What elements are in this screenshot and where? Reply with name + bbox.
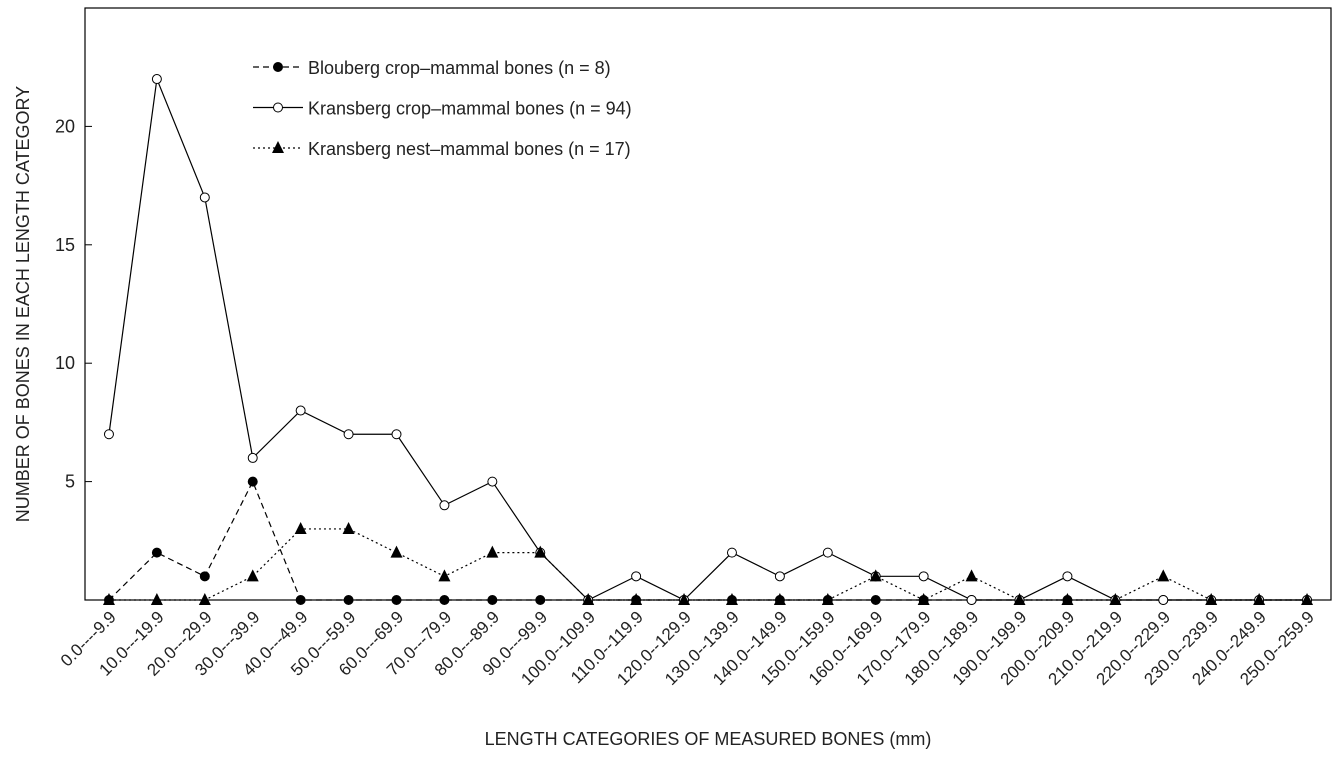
y-tick-label: 5 [65, 472, 75, 492]
data-point [1061, 593, 1074, 605]
data-point [391, 595, 402, 605]
data-point [439, 500, 450, 511]
data-point [869, 569, 882, 582]
y-tick-label: 15 [55, 235, 75, 255]
data-point [1062, 571, 1073, 582]
data-point [102, 593, 115, 605]
series-line [108, 76, 1308, 601]
data-point [917, 593, 930, 605]
data-point [343, 595, 354, 605]
data-point [390, 545, 403, 558]
data-point [487, 595, 498, 605]
data-point [198, 593, 211, 605]
x-axis-label: LENGTH CATEGORIES OF MEASURED BONES (mm) [485, 729, 932, 749]
data-point [295, 405, 306, 416]
data-point [774, 571, 785, 582]
data-point [295, 595, 306, 605]
data-point [535, 595, 546, 605]
data-point [870, 595, 881, 605]
series-line [108, 480, 1308, 601]
data-point [582, 593, 595, 605]
data-point [678, 593, 691, 605]
data-point [821, 593, 834, 605]
data-point [150, 593, 163, 605]
data-point [1157, 569, 1170, 582]
data-point [918, 571, 929, 582]
data-point [1109, 593, 1122, 605]
data-point [391, 429, 402, 440]
data-point [342, 521, 355, 534]
y-axis-label: NUMBER OF BONES IN EACH LENGTH CATEGORY [13, 86, 33, 522]
data-point [247, 476, 258, 487]
data-point [726, 547, 737, 558]
data-point [439, 595, 450, 605]
y-tick-label: 10 [55, 353, 75, 373]
data-point [822, 547, 833, 558]
legend-marker [273, 62, 283, 72]
data-point [1158, 595, 1169, 605]
data-point [1253, 593, 1266, 605]
y-tick-label: 20 [55, 116, 75, 136]
data-point [246, 569, 259, 582]
data-point [486, 545, 499, 558]
data-point [151, 74, 162, 85]
data-point [534, 545, 547, 558]
data-point [631, 571, 642, 582]
data-point [151, 547, 162, 558]
data-point [247, 452, 258, 463]
legend-label: Kransberg crop–mammal bones (n = 94) [308, 99, 632, 119]
data-point [199, 571, 210, 582]
legend-marker [273, 102, 283, 113]
data-point [343, 429, 354, 440]
data-point [1013, 593, 1026, 605]
data-point [103, 429, 114, 440]
data-point [965, 569, 978, 582]
data-point [966, 595, 977, 605]
legend-marker [272, 141, 284, 153]
data-point [725, 593, 738, 605]
plot-frame [84, 7, 1332, 601]
legend-label: Kransberg nest–mammal bones (n = 17) [308, 139, 631, 159]
data-point [294, 521, 307, 534]
data-point [1205, 593, 1218, 605]
data-point [630, 593, 643, 605]
data-point [773, 593, 786, 605]
data-point [1301, 593, 1314, 605]
data-point [487, 476, 498, 487]
data-point [199, 192, 210, 203]
legend-label: Blouberg crop–mammal bones (n = 8) [308, 58, 611, 78]
data-point [438, 569, 451, 582]
series-line [108, 528, 1308, 601]
